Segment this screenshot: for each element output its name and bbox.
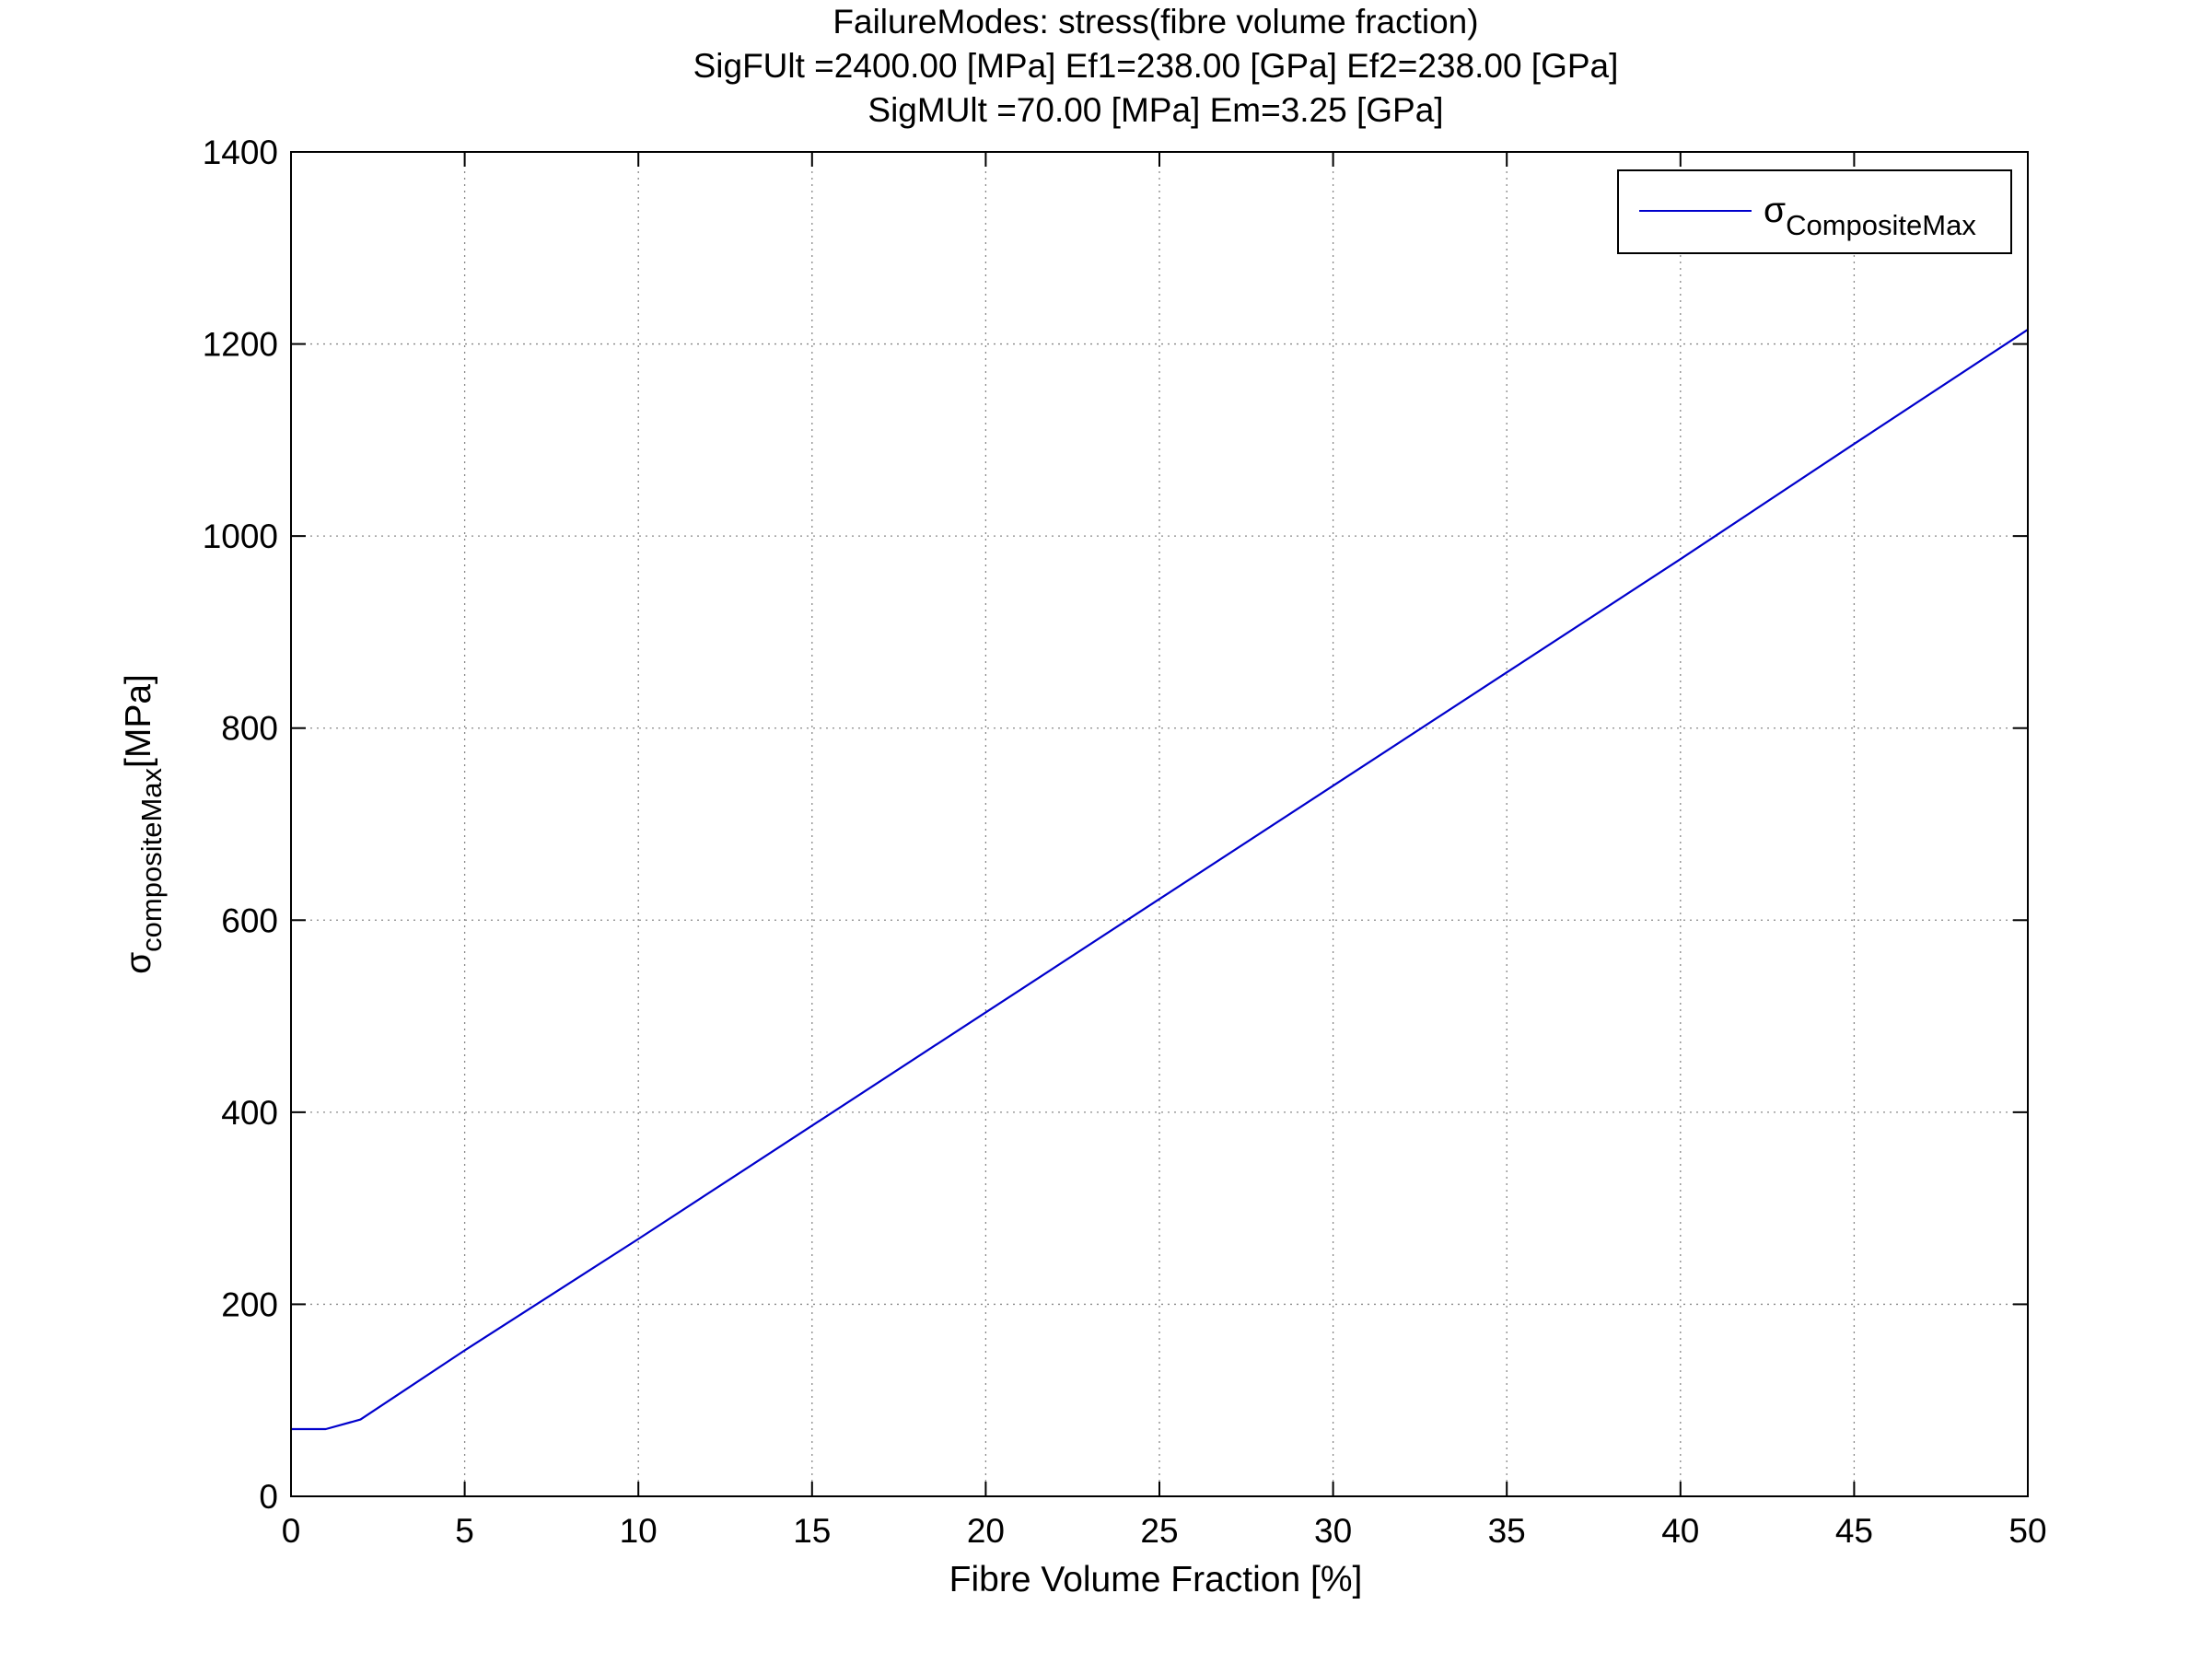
chart-title: FailureModes: stress(fibre volume fracti… — [693, 3, 1619, 129]
x-tick-label: 20 — [967, 1512, 1005, 1550]
y-tick-label: 800 — [221, 710, 278, 748]
y-tick-label: 1200 — [203, 326, 278, 364]
x-tick-label: 50 — [2008, 1512, 2046, 1550]
y-axis-label-unit: [MPa] — [119, 674, 158, 768]
legend-entry-symbol: σ — [1764, 191, 1786, 230]
plot-area-frame — [290, 151, 2029, 1497]
y-tick-label: 0 — [259, 1478, 278, 1516]
chart-title-line-2: SigFUlt =2400.00 [MPa] Ef1=238.00 [GPa] … — [693, 47, 1619, 85]
chart-title-line-3: SigMUlt =70.00 [MPa] Em=3.25 [GPa] — [867, 91, 1443, 129]
axis-ticks — [290, 151, 2029, 1497]
y-tick-label: 200 — [221, 1285, 278, 1323]
y-axis-label-subscript: compositeMax — [135, 767, 168, 951]
x-tick-label: 45 — [1835, 1512, 1873, 1550]
y-tick-label: 1000 — [203, 518, 278, 555]
y-axis-label-symbol: σ — [119, 952, 158, 974]
y-axis-label: σcompositeMax[MPa] — [119, 674, 168, 974]
series-lines — [291, 329, 2029, 1431]
legend: σCompositeMax — [1617, 169, 2012, 254]
y-tick-label: 600 — [221, 901, 278, 939]
y-tick-label: 1400 — [203, 134, 278, 171]
x-tick-label: 25 — [1140, 1512, 1178, 1550]
x-tick-label: 10 — [620, 1512, 658, 1550]
series-line — [291, 329, 2029, 1431]
legend-entry: σCompositeMax — [1764, 191, 1976, 241]
y-tick-label: 400 — [221, 1094, 278, 1132]
x-tick-labels: 0 5 10 15 20 25 30 35 40 45 50 — [282, 1512, 2047, 1550]
legend-entry-subscript: CompositeMax — [1786, 209, 1976, 241]
chart-title-line-1: FailureModes: stress(fibre volume fracti… — [832, 3, 1478, 41]
x-tick-label: 0 — [282, 1512, 301, 1550]
grid-lines — [291, 152, 2028, 1496]
x-tick-label: 30 — [1314, 1512, 1352, 1550]
x-tick-label: 15 — [793, 1512, 831, 1550]
y-tick-labels: 0 200 400 600 800 1000 1200 1400 — [203, 134, 278, 1516]
x-tick-label: 5 — [455, 1512, 474, 1550]
x-tick-label: 40 — [1661, 1512, 1699, 1550]
x-axis-label: Fibre Volume Fraction [%] — [949, 1560, 1363, 1599]
x-tick-label: 35 — [1488, 1512, 1526, 1550]
